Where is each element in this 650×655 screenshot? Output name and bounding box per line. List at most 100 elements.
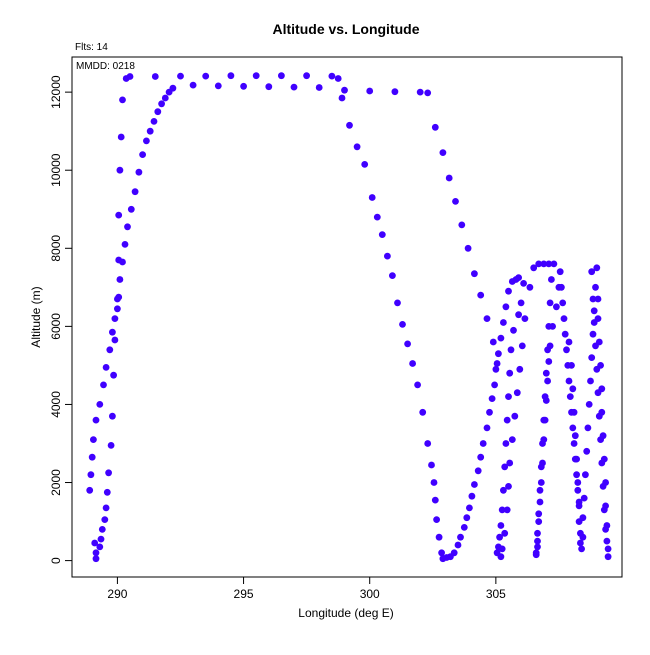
data-point <box>86 486 94 494</box>
data-point <box>107 442 115 449</box>
data-point <box>404 340 411 348</box>
data-point <box>592 342 599 350</box>
mmdd-annotation: MMDD: 0218 <box>76 61 135 72</box>
data-point <box>492 365 500 373</box>
data-point <box>139 151 147 159</box>
data-point <box>539 459 546 467</box>
data-point <box>561 330 569 338</box>
data-point <box>537 479 545 486</box>
data-point <box>115 211 123 219</box>
data-point <box>491 381 498 389</box>
data-point <box>111 336 119 344</box>
data-point <box>105 469 112 477</box>
data-point <box>585 401 593 408</box>
y-tick-label: 0 <box>49 557 63 564</box>
data-point <box>450 549 458 557</box>
data-point <box>575 498 583 506</box>
data-point <box>92 555 100 563</box>
data-point <box>584 424 592 432</box>
data-point <box>548 276 555 283</box>
data-point <box>560 315 568 322</box>
data-point <box>600 506 608 514</box>
data-point <box>471 270 478 278</box>
data-point <box>158 100 166 108</box>
data-point <box>507 346 515 354</box>
data-point <box>550 260 558 268</box>
data-point <box>498 506 506 514</box>
data-point <box>574 479 582 486</box>
data-point <box>545 358 553 365</box>
data-point <box>116 166 124 174</box>
data-point <box>278 72 285 80</box>
data-point <box>391 88 399 96</box>
data-point <box>520 280 527 287</box>
data-point <box>414 381 421 389</box>
data-point <box>506 369 514 377</box>
data-point <box>361 161 369 168</box>
data-point <box>569 385 577 393</box>
data-point <box>589 295 597 303</box>
data-point <box>599 483 607 490</box>
data-point <box>565 338 573 346</box>
data-point <box>214 82 222 90</box>
data-point <box>341 86 348 94</box>
data-point <box>438 549 445 557</box>
data-point <box>500 319 507 326</box>
data-point <box>536 486 544 494</box>
data-point <box>92 549 100 557</box>
data-point <box>373 213 381 221</box>
data-point <box>593 365 601 373</box>
x-tick-label: 290 <box>107 587 127 601</box>
data-point <box>466 504 473 512</box>
data-point <box>96 401 104 408</box>
data-point <box>101 516 109 523</box>
data-point <box>597 436 604 443</box>
data-point <box>563 346 570 354</box>
data-point <box>368 194 376 201</box>
data-point <box>424 440 432 447</box>
data-point <box>588 268 596 276</box>
data-point <box>457 533 464 541</box>
data-point <box>479 440 487 447</box>
x-tick-label: 305 <box>486 587 506 601</box>
data-point <box>150 118 158 125</box>
data-point <box>604 545 612 553</box>
data-point <box>431 496 439 504</box>
data-point <box>154 108 162 116</box>
data-point <box>535 260 543 268</box>
data-point <box>506 459 514 467</box>
data-point <box>559 299 567 307</box>
data-point <box>384 252 391 260</box>
y-tick-label: 8000 <box>49 235 63 262</box>
data-point <box>540 260 548 268</box>
data-point <box>569 424 577 432</box>
data-point <box>553 303 560 311</box>
data-point <box>590 319 598 326</box>
data-point <box>580 494 588 502</box>
data-point <box>570 408 578 416</box>
data-point <box>602 526 609 533</box>
data-point <box>394 299 401 307</box>
data-point <box>111 315 119 322</box>
data-point <box>604 553 612 561</box>
data-point <box>435 533 443 541</box>
data-point <box>115 256 123 264</box>
data-point <box>135 168 143 176</box>
flights-count-label: Flts: 14 <box>75 42 108 53</box>
data-point <box>594 295 602 303</box>
data-point <box>328 72 336 80</box>
data-point <box>127 205 135 213</box>
data-point <box>521 315 529 322</box>
data-point <box>290 83 298 91</box>
data-point <box>102 364 110 371</box>
data-point <box>589 330 597 338</box>
data-point <box>114 295 121 303</box>
data-point <box>579 514 587 522</box>
x-axis: 290 295 300 305 <box>107 576 506 601</box>
data-point <box>109 412 116 420</box>
data-point <box>510 326 517 334</box>
data-point <box>92 416 100 424</box>
data-point <box>169 84 177 92</box>
